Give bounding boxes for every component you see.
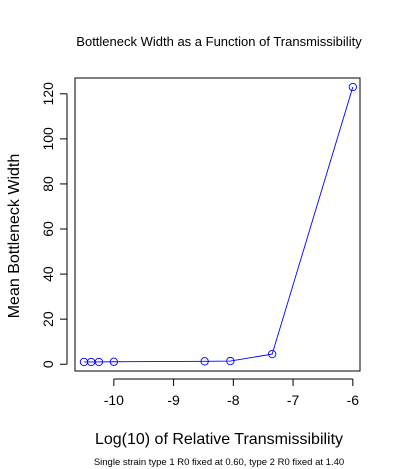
data-point [109, 357, 118, 366]
plot-area-border [74, 77, 361, 372]
x-tick-label: -8 [227, 392, 240, 408]
y-axis-title: Mean Bottleneck Width [6, 154, 23, 319]
y-tick-label: 20 [40, 311, 56, 327]
x-axis: -10 -9 -8 -7 -6 [104, 378, 360, 408]
data-point [226, 356, 235, 366]
data-point [348, 82, 357, 92]
chart-title: Bottleneck Width as a Function of Transm… [76, 34, 362, 49]
y-axis: 0 20 40 60 80 100 120 [40, 82, 68, 368]
x-tick-label: -6 [347, 392, 360, 408]
x-tick-label: -9 [167, 392, 180, 408]
y-tick-label: 100 [40, 127, 56, 151]
data-point [200, 357, 209, 366]
x-tick-label: -7 [287, 392, 300, 408]
y-tick-label: 80 [40, 176, 56, 192]
y-tick-label: 60 [40, 221, 56, 237]
data-point [268, 349, 277, 359]
chart-subtitle: Single strain type 1 R0 fixed at 0.60, t… [94, 457, 344, 468]
y-tick-label: 0 [40, 360, 56, 368]
series-layer [79, 82, 357, 367]
y-tick-label: 120 [40, 82, 56, 106]
data-point [94, 357, 104, 367]
x-axis-title: Log(10) of Relative Transmissibility [95, 431, 343, 448]
series-line [83, 86, 354, 363]
y-tick-label: 40 [40, 266, 56, 282]
x-tick-label: -10 [104, 392, 124, 408]
